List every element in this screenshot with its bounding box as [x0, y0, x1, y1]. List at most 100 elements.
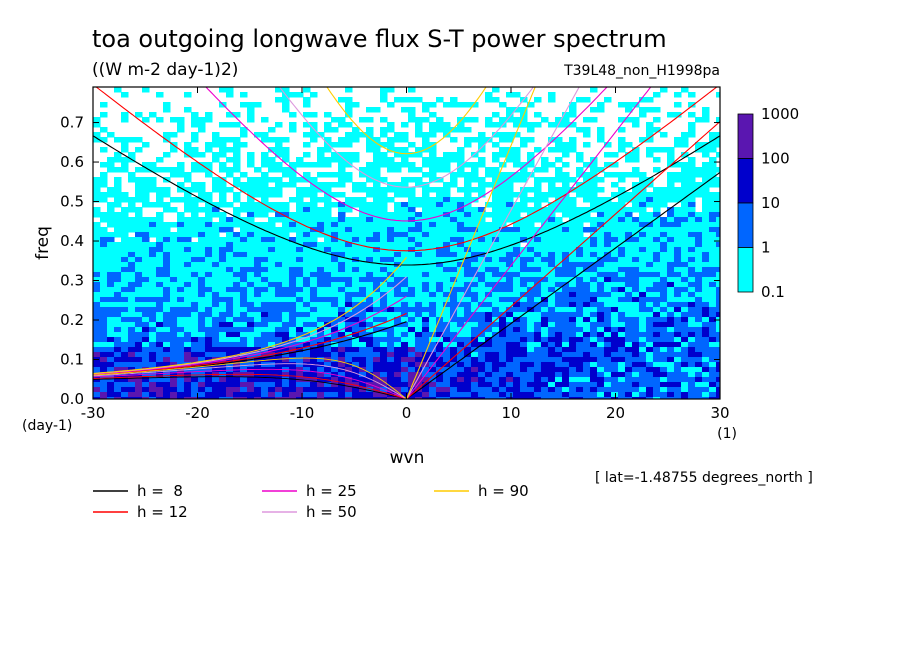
heatmap-cell — [226, 397, 234, 399]
heatmap-cell — [527, 137, 535, 143]
heatmap-cell — [128, 342, 136, 348]
heatmap-cell — [450, 297, 458, 303]
heatmap-cell — [275, 382, 283, 388]
heatmap-cell — [681, 217, 689, 223]
heatmap-cell — [289, 387, 297, 393]
heatmap-cell — [275, 297, 283, 303]
heatmap-cell — [555, 207, 563, 213]
heatmap-cell — [415, 397, 423, 399]
heatmap-cell — [310, 267, 318, 273]
heatmap-cell — [688, 257, 696, 263]
heatmap-cell — [352, 197, 360, 203]
heatmap-cell — [618, 117, 626, 123]
heatmap-cell — [373, 237, 381, 243]
heatmap-cell — [121, 217, 129, 223]
heatmap-cell — [247, 232, 255, 238]
heatmap-cell — [121, 232, 129, 238]
heatmap-cell — [478, 262, 486, 268]
heatmap-cell — [380, 212, 388, 218]
heatmap-cell — [261, 337, 269, 343]
heatmap-cell — [506, 112, 514, 118]
heatmap-cell — [163, 132, 171, 138]
heatmap-cell — [534, 267, 542, 273]
heatmap-cell — [541, 217, 549, 223]
heatmap-cell — [513, 347, 521, 353]
heatmap-cell — [597, 312, 605, 318]
heatmap-cell — [653, 257, 661, 263]
heatmap-cell — [597, 302, 605, 308]
heatmap-cell — [401, 137, 409, 143]
heatmap-cell — [205, 287, 213, 293]
heatmap-cell — [310, 162, 318, 168]
heatmap-cell — [156, 357, 164, 363]
heatmap-cell — [121, 92, 129, 98]
heatmap-cell — [170, 317, 178, 323]
heatmap-cell — [261, 182, 269, 188]
heatmap-cell — [709, 352, 717, 358]
heatmap-cell — [499, 132, 507, 138]
heatmap-cell — [443, 202, 451, 208]
heatmap-cell — [415, 197, 423, 203]
heatmap-cell — [345, 292, 353, 298]
heatmap-cell — [478, 387, 486, 393]
heatmap-cell — [387, 342, 395, 348]
heatmap-cell — [632, 282, 640, 288]
heatmap-cell — [149, 292, 157, 298]
heatmap-cell — [184, 377, 192, 383]
heatmap-cell — [716, 347, 720, 353]
heatmap-cell — [562, 162, 570, 168]
heatmap-cell — [359, 222, 367, 228]
heatmap-cell — [639, 262, 647, 268]
heatmap-cell — [310, 307, 318, 313]
heatmap-cell — [380, 362, 388, 368]
heatmap-cell — [114, 272, 122, 278]
heatmap-cell — [373, 277, 381, 283]
heatmap-cell — [527, 152, 535, 158]
heatmap-cell — [317, 282, 325, 288]
heatmap-cell — [443, 252, 451, 258]
heatmap-cell — [513, 252, 521, 258]
heatmap-cell — [233, 287, 241, 293]
heatmap-cell — [289, 382, 297, 388]
heatmap-cell — [303, 372, 311, 378]
heatmap-cell — [275, 97, 283, 103]
heatmap-cell — [667, 297, 675, 303]
heatmap-cell — [184, 197, 192, 203]
heatmap-cell — [471, 252, 479, 258]
heatmap-cell — [597, 352, 605, 358]
heatmap-cell — [247, 287, 255, 293]
heatmap-cell — [436, 242, 444, 248]
heatmap-cell — [604, 222, 612, 228]
heatmap-cell — [219, 192, 227, 198]
heatmap-cell — [702, 117, 710, 123]
heatmap-cell — [226, 342, 234, 348]
heatmap-cell — [625, 372, 633, 378]
heatmap-cell — [128, 242, 136, 248]
heatmap-cell — [156, 157, 164, 163]
heatmap-cell — [695, 382, 703, 388]
heatmap-cell — [618, 357, 626, 363]
heatmap-cell — [583, 367, 591, 373]
heatmap-cell — [254, 192, 262, 198]
heatmap-cell — [632, 242, 640, 248]
heatmap-cell — [310, 237, 318, 243]
heatmap-cell — [338, 162, 346, 168]
heatmap-cell — [583, 277, 591, 283]
heatmap-cell — [443, 292, 451, 298]
heatmap-cell — [408, 227, 416, 233]
heatmap-cell — [247, 332, 255, 338]
heatmap-cell — [408, 357, 416, 363]
heatmap-cell — [415, 312, 423, 318]
heatmap-cell — [688, 342, 696, 348]
heatmap-cell — [646, 362, 654, 368]
heatmap-cell — [219, 122, 227, 128]
heatmap-cell — [520, 197, 528, 203]
heatmap-cell — [527, 272, 535, 278]
heatmap-cell — [422, 157, 430, 163]
heatmap-cell — [387, 127, 395, 133]
heatmap-cell — [695, 217, 703, 223]
heatmap-cell — [121, 372, 129, 378]
heatmap-cell — [373, 247, 381, 253]
heatmap-cell — [443, 307, 451, 313]
heatmap-cell — [387, 187, 395, 193]
